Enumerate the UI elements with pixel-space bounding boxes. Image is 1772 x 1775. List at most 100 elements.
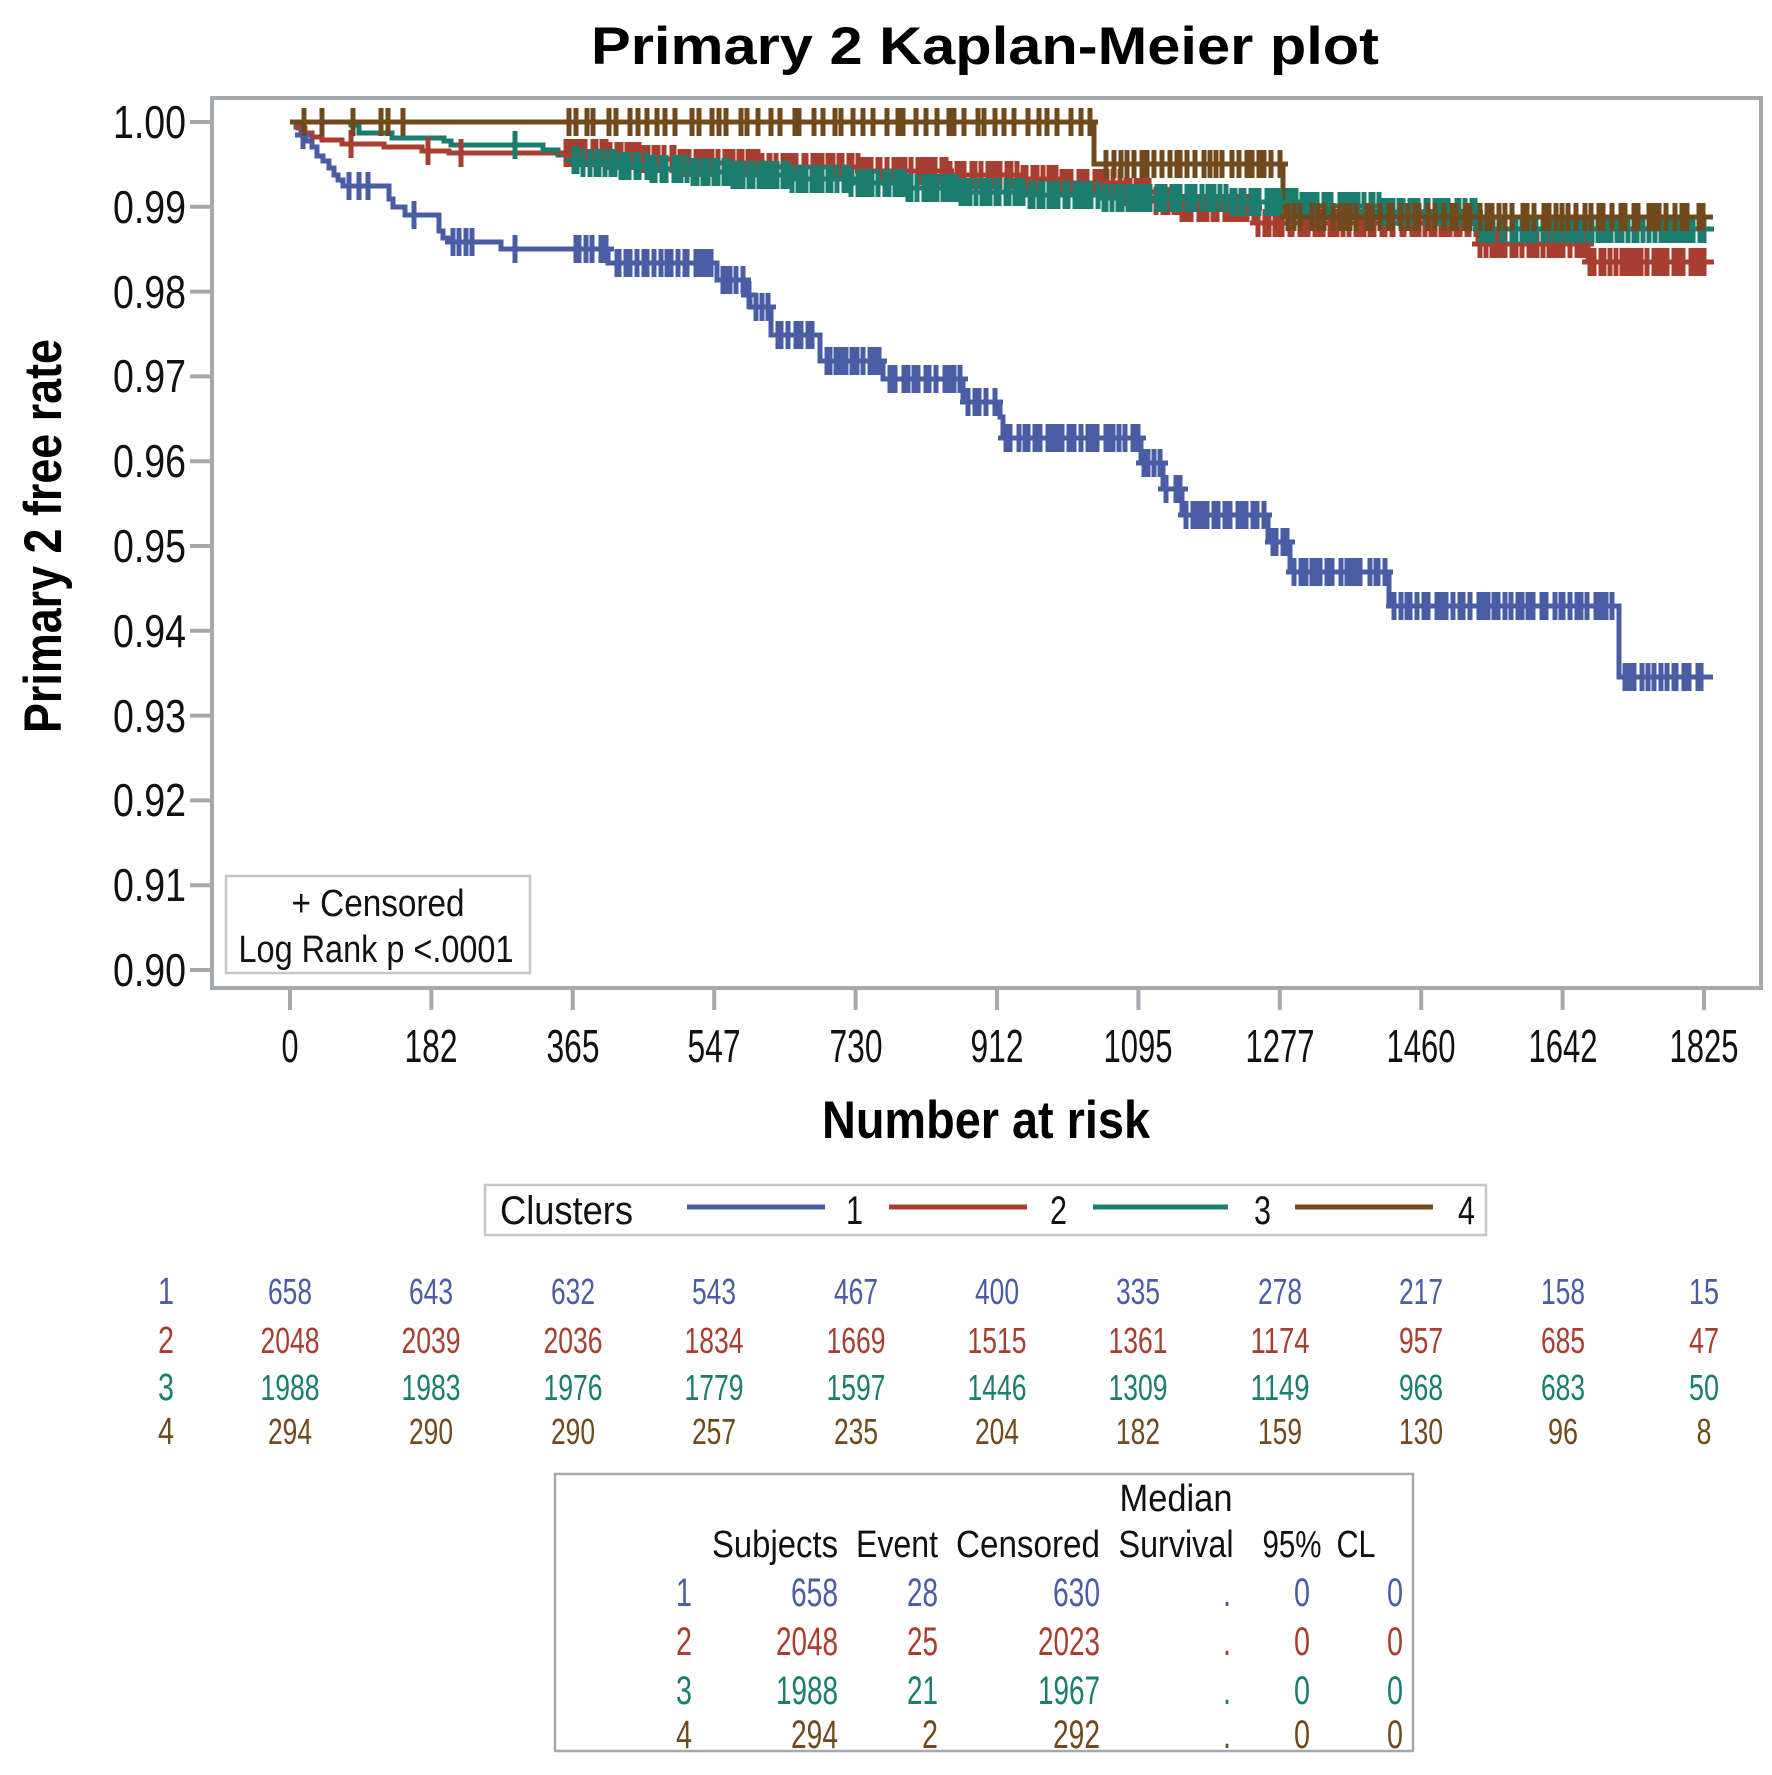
svg-text:130: 130	[1399, 1411, 1443, 1452]
svg-text:1967: 1967	[1038, 1669, 1100, 1713]
svg-text:335: 335	[1116, 1271, 1160, 1312]
svg-text:2036: 2036	[544, 1320, 603, 1361]
svg-text:2048: 2048	[776, 1620, 838, 1664]
svg-text:1: 1	[676, 1571, 692, 1615]
svg-text:3: 3	[676, 1669, 692, 1713]
svg-text:2023: 2023	[1038, 1620, 1100, 1664]
svg-text:15: 15	[1689, 1271, 1719, 1312]
svg-text:47: 47	[1689, 1320, 1719, 1361]
svg-text:1: 1	[158, 1271, 174, 1313]
svg-text:1976: 1976	[544, 1367, 603, 1408]
svg-text:182: 182	[405, 1020, 458, 1072]
svg-text:Primary 2 Kaplan-Meier plot: Primary 2 Kaplan-Meier plot	[591, 17, 1379, 76]
svg-text:1779: 1779	[685, 1367, 744, 1408]
svg-text:0: 0	[1387, 1620, 1403, 1664]
svg-text:4: 4	[1458, 1189, 1475, 1233]
svg-text:Number at risk: Number at risk	[822, 1091, 1150, 1150]
svg-text:.: .	[1223, 1620, 1231, 1664]
svg-text:235: 235	[834, 1411, 878, 1452]
svg-text:0.92: 0.92	[113, 774, 186, 826]
svg-text:8: 8	[1697, 1411, 1712, 1452]
svg-text:4: 4	[158, 1411, 174, 1453]
svg-text:547: 547	[688, 1020, 741, 1072]
svg-text:957: 957	[1399, 1320, 1443, 1361]
svg-text:292: 292	[1053, 1713, 1100, 1757]
svg-text:2: 2	[158, 1320, 174, 1362]
svg-text:1515: 1515	[968, 1320, 1027, 1361]
svg-text:467: 467	[834, 1271, 878, 1312]
svg-text:0.90: 0.90	[113, 944, 186, 996]
svg-text:Log Rank p <.0001: Log Rank p <.0001	[239, 929, 514, 971]
svg-text:1.00: 1.00	[113, 96, 186, 148]
svg-text:2039: 2039	[402, 1320, 461, 1361]
svg-text:1174: 1174	[1251, 1320, 1310, 1361]
svg-text:28: 28	[907, 1571, 938, 1615]
svg-text:294: 294	[268, 1411, 312, 1452]
svg-text:1361: 1361	[1109, 1320, 1168, 1361]
svg-text:3: 3	[1254, 1189, 1271, 1233]
svg-text:Primary 2 free rate: Primary 2 free rate	[14, 339, 73, 733]
svg-text:3: 3	[158, 1367, 174, 1409]
svg-text:Survival: Survival	[1119, 1524, 1234, 1566]
svg-text:0.98: 0.98	[113, 266, 186, 318]
svg-text:.: .	[1223, 1571, 1231, 1615]
svg-text:0.96: 0.96	[113, 435, 186, 487]
svg-text:0: 0	[1387, 1571, 1403, 1615]
svg-text:Censored: Censored	[956, 1524, 1100, 1566]
svg-text:1: 1	[846, 1189, 863, 1233]
svg-text:0: 0	[282, 1020, 299, 1072]
svg-text:0.95: 0.95	[113, 520, 186, 572]
svg-text:.: .	[1223, 1669, 1231, 1713]
svg-text:2: 2	[922, 1713, 938, 1757]
svg-text:182: 182	[1116, 1411, 1160, 1452]
svg-text:50: 50	[1689, 1367, 1719, 1408]
svg-text:0: 0	[1387, 1669, 1403, 1713]
svg-text:0.94: 0.94	[113, 605, 186, 657]
svg-text:1825: 1825	[1670, 1020, 1739, 1072]
svg-text:Median: Median	[1120, 1478, 1233, 1520]
svg-text:257: 257	[692, 1411, 736, 1452]
svg-text:658: 658	[268, 1271, 312, 1312]
svg-text:658: 658	[791, 1571, 838, 1615]
svg-text:2: 2	[676, 1620, 692, 1664]
svg-text:1834: 1834	[685, 1320, 744, 1361]
svg-text:1460: 1460	[1387, 1020, 1456, 1072]
svg-text:0: 0	[1387, 1713, 1403, 1757]
svg-text:204: 204	[975, 1411, 1019, 1452]
svg-text:632: 632	[551, 1271, 595, 1312]
svg-text:730: 730	[830, 1020, 883, 1072]
svg-text:96: 96	[1548, 1411, 1578, 1452]
svg-text:25: 25	[907, 1620, 938, 1664]
svg-text:1597: 1597	[827, 1367, 886, 1408]
svg-text:0.99: 0.99	[113, 181, 186, 233]
svg-text:95%: 95%	[1263, 1524, 1322, 1566]
svg-text:158: 158	[1541, 1271, 1585, 1312]
svg-text:400: 400	[975, 1271, 1019, 1312]
svg-text:290: 290	[551, 1411, 595, 1452]
svg-text:0: 0	[1294, 1620, 1310, 1664]
svg-text:0: 0	[1294, 1713, 1310, 1757]
svg-text:1095: 1095	[1104, 1020, 1173, 1072]
svg-text:0: 0	[1294, 1669, 1310, 1713]
svg-text:0.93: 0.93	[113, 690, 186, 742]
svg-text:290: 290	[409, 1411, 453, 1452]
svg-text:1988: 1988	[776, 1669, 838, 1713]
svg-text:1983: 1983	[402, 1367, 461, 1408]
svg-text:0: 0	[1294, 1571, 1310, 1615]
svg-text:1669: 1669	[827, 1320, 886, 1361]
svg-text:21: 21	[907, 1669, 938, 1713]
svg-text:1988: 1988	[261, 1367, 320, 1408]
svg-text:1277: 1277	[1246, 1020, 1315, 1072]
svg-text:278: 278	[1258, 1271, 1302, 1312]
svg-text:1446: 1446	[968, 1367, 1027, 1408]
svg-text:Clusters: Clusters	[500, 1189, 633, 1233]
svg-text:643: 643	[409, 1271, 453, 1312]
svg-text:683: 683	[1541, 1367, 1585, 1408]
svg-text:2: 2	[1050, 1189, 1067, 1233]
svg-text:0.91: 0.91	[113, 859, 186, 911]
svg-text:.: .	[1223, 1713, 1231, 1757]
svg-text:CL: CL	[1337, 1524, 1376, 1566]
svg-text:0.97: 0.97	[113, 350, 186, 402]
svg-text:1309: 1309	[1109, 1367, 1168, 1408]
svg-text:Event: Event	[856, 1524, 938, 1566]
